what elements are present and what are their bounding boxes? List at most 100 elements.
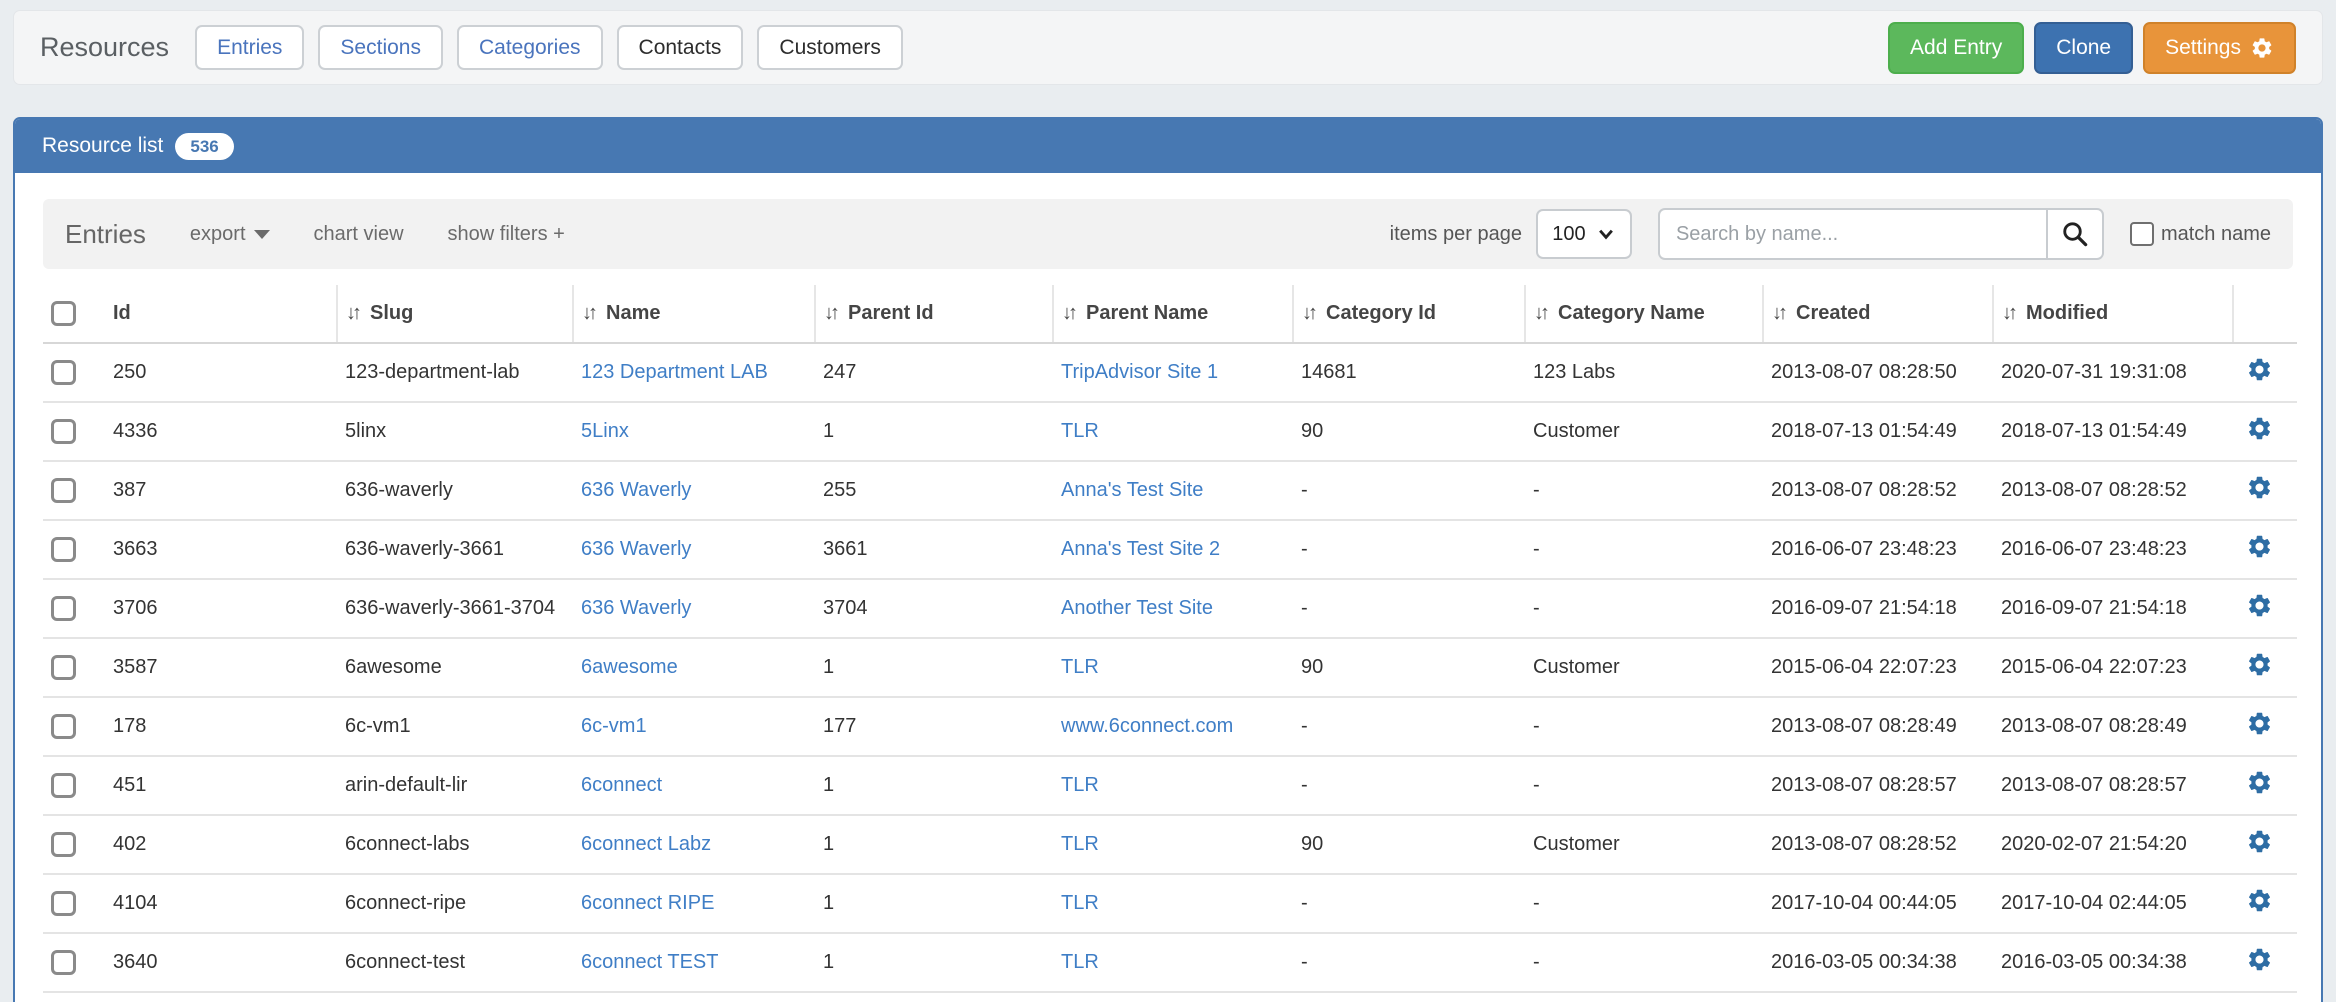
row-actions-cell[interactable]: [2233, 933, 2297, 993]
cell-parent-name: TLR: [1053, 402, 1293, 462]
parent-name-link[interactable]: Another Test Site: [1061, 597, 1213, 619]
name-link[interactable]: 6connect Labz: [581, 833, 712, 855]
row-settings-gear-icon: [2248, 535, 2270, 558]
column-header-parent-name[interactable]: ↓↑ Parent Name: [1052, 285, 1293, 344]
name-link[interactable]: 636 Waverly: [581, 538, 692, 560]
cell-slug: 7connect: [337, 992, 573, 1002]
row-checkbox[interactable]: [51, 478, 76, 503]
cell-parent-name: Ashburn: [1053, 992, 1293, 1002]
name-link[interactable]: 6c-vm1: [581, 715, 647, 737]
cell-slug: 636-waverly-3661-3704: [337, 579, 573, 639]
row-checkbox[interactable]: [51, 537, 76, 562]
name-link[interactable]: 6connect TEST: [581, 951, 719, 973]
row-checkbox[interactable]: [51, 832, 76, 857]
row-actions-cell[interactable]: [2233, 815, 2297, 875]
add-entry-button[interactable]: Add Entry: [1888, 21, 2025, 74]
cell-category-name: Customer: [1525, 815, 1763, 875]
row-select-cell: [43, 461, 105, 521]
row-checkbox[interactable]: [51, 419, 76, 444]
row-actions-cell[interactable]: [2233, 756, 2297, 816]
cell-slug: 636-waverly: [337, 461, 573, 521]
search-input[interactable]: [1657, 208, 2046, 260]
row-checkbox[interactable]: [51, 714, 76, 739]
cell-id: 4104: [105, 874, 337, 934]
row-settings-gear-icon: [2248, 771, 2270, 794]
parent-name-link[interactable]: Anna's Test Site 2: [1061, 538, 1221, 560]
row-actions-cell[interactable]: [2233, 992, 2297, 1002]
resource-table: Id ↓↑ Slug ↓↑ Name ↓↑ Parent Id ↓↑ Parent Name ↓↑…: [43, 285, 2297, 1002]
cell-id: 4336: [105, 402, 337, 462]
row-checkbox[interactable]: [51, 360, 76, 385]
show-filters-link[interactable]: show filters +: [447, 222, 565, 245]
column-header-slug[interactable]: ↓↑ Slug: [336, 285, 573, 344]
cell-category-id: -: [1293, 697, 1525, 757]
tab-entries[interactable]: Entries: [195, 25, 305, 70]
row-actions-cell[interactable]: [2233, 402, 2297, 462]
count-badge: 536: [175, 132, 234, 160]
row-actions-cell[interactable]: [2233, 520, 2297, 580]
chevron-down-icon: [1598, 229, 1613, 240]
column-header-modified[interactable]: ↓↑ Modified: [1992, 285, 2233, 344]
parent-name-link[interactable]: TLR: [1061, 420, 1099, 442]
cell-parent-name: www.6connect.com: [1053, 697, 1293, 757]
parent-name-link[interactable]: TLR: [1061, 656, 1099, 678]
export-menu[interactable]: export: [190, 223, 270, 246]
items-per-page-select[interactable]: 100: [1535, 209, 1632, 259]
name-link[interactable]: 6connect RIPE: [581, 892, 715, 914]
row-checkbox[interactable]: [51, 655, 76, 680]
settings-button[interactable]: Settings: [2143, 21, 2296, 74]
row-settings-gear-icon: [2248, 476, 2270, 499]
cell-parent-name: TLR: [1053, 933, 1293, 993]
chart-view-link[interactable]: chart view: [313, 222, 404, 245]
entries-heading: Entries: [65, 218, 146, 249]
parent-name-link[interactable]: TLR: [1061, 951, 1099, 973]
row-checkbox[interactable]: [51, 950, 76, 975]
select-all-checkbox[interactable]: [51, 301, 76, 326]
row-actions-cell[interactable]: [2233, 697, 2297, 757]
select-all-header-cell: [43, 285, 105, 344]
row-actions-cell[interactable]: [2233, 638, 2297, 698]
row-actions-cell[interactable]: [2233, 579, 2297, 639]
cell-id: 451: [105, 756, 337, 816]
column-header-created[interactable]: ↓↑ Created: [1762, 285, 1993, 344]
name-link[interactable]: 6awesome: [581, 656, 678, 678]
name-link[interactable]: 123 Department LAB: [581, 361, 768, 383]
parent-name-link[interactable]: TripAdvisor Site 1: [1061, 361, 1219, 383]
row-checkbox[interactable]: [51, 773, 76, 798]
cell-category-name: -: [1525, 461, 1763, 521]
parent-name-link[interactable]: Anna's Test Site: [1061, 479, 1204, 501]
row-settings-gear-icon: [2248, 830, 2270, 853]
match-name-checkbox[interactable]: [2129, 222, 2154, 246]
tab-categories[interactable]: Categories: [456, 25, 603, 70]
name-link[interactable]: 636 Waverly: [581, 597, 692, 619]
cell-slug: 6awesome: [337, 638, 573, 698]
row-actions-cell[interactable]: [2233, 874, 2297, 934]
column-header-parent-id[interactable]: ↓↑ Parent Id: [814, 285, 1053, 344]
column-header-category-name[interactable]: ↓↑ Category Name: [1524, 285, 1763, 344]
name-link[interactable]: 636 Waverly: [581, 479, 692, 501]
name-link[interactable]: 6connect: [581, 774, 663, 796]
column-header-name[interactable]: ↓↑ Name: [572, 285, 815, 344]
cell-slug: 6c-vm1: [337, 697, 573, 757]
cell-category-name: Customer: [1525, 638, 1763, 698]
tab-sections[interactable]: Sections: [318, 25, 443, 70]
row-actions-cell[interactable]: [2233, 343, 2297, 403]
row-actions-cell[interactable]: [2233, 461, 2297, 521]
tab-customers[interactable]: Customers: [757, 25, 903, 70]
column-header-actions: [2232, 285, 2297, 344]
row-checkbox[interactable]: [51, 891, 76, 916]
parent-name-link[interactable]: www.6connect.com: [1061, 715, 1234, 737]
parent-name-link[interactable]: TLR: [1061, 833, 1099, 855]
row-select-cell: [43, 933, 105, 993]
row-checkbox[interactable]: [51, 596, 76, 621]
tab-contacts[interactable]: Contacts: [616, 25, 744, 70]
panel-title: Resource list: [42, 134, 164, 157]
clone-button[interactable]: Clone: [2034, 21, 2134, 74]
name-link[interactable]: 5Linx: [581, 420, 629, 442]
parent-name-link[interactable]: TLR: [1061, 774, 1099, 796]
sort-icon: ↓↑: [1772, 302, 1788, 324]
parent-name-link[interactable]: TLR: [1061, 892, 1099, 914]
search-button[interactable]: [2045, 208, 2104, 260]
column-header-category-id[interactable]: ↓↑ Category Id: [1292, 285, 1525, 344]
column-label: Slug: [370, 302, 414, 324]
